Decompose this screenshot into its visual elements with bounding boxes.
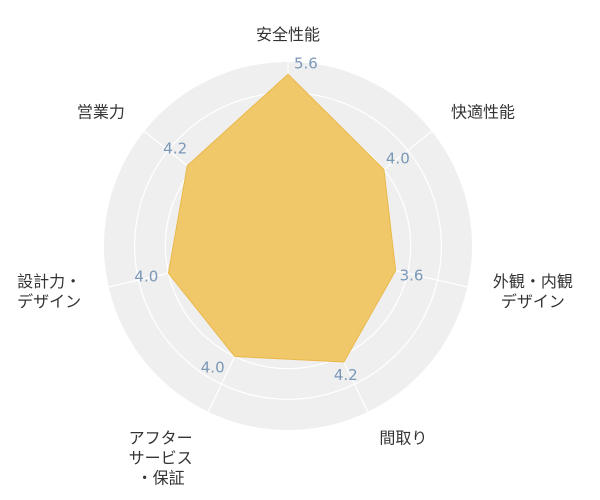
axis-label-line: サービス: [129, 449, 193, 468]
axis-label-line: 設計力・: [17, 272, 81, 291]
value-label: 4.2: [163, 140, 187, 158]
axis-label-line: アフター: [129, 429, 193, 448]
axis-label-line: ・保証: [137, 469, 185, 488]
data-area: [167, 73, 397, 363]
axis-label-line: デザイン: [501, 292, 565, 311]
axis-label-line: 外観・内観: [493, 272, 573, 291]
axis-label-line: 快適性能: [451, 103, 515, 122]
axis-label: アフターサービス・保証: [129, 429, 193, 488]
axis-label-line: 間取り: [379, 429, 427, 448]
axis-label-line: 安全性能: [256, 25, 320, 44]
value-label: 4.0: [201, 359, 225, 377]
axis-label: 安全性能: [256, 25, 320, 44]
axis-label: 快適性能: [451, 103, 515, 122]
axis-label: 間取り: [379, 429, 427, 448]
value-label: 3.6: [400, 267, 424, 285]
value-label: 4.0: [386, 150, 410, 168]
value-label: 4.0: [134, 267, 158, 285]
axis-label: 設計力・デザイン: [17, 272, 81, 311]
axis-label-line: デザイン: [17, 292, 81, 311]
axis-label-line: 営業力: [77, 103, 125, 122]
axis-label: 営業力: [77, 103, 125, 122]
value-label: 4.2: [334, 366, 358, 384]
value-label: 5.6: [294, 54, 318, 72]
axis-labels: 安全性能快適性能外観・内観デザイン間取りアフターサービス・保証設計力・デザイン営…: [17, 25, 573, 488]
value-labels: 5.6 4.0 3.6 4.2 4.0 4.0 4.2: [134, 54, 423, 384]
axis-label: 外観・内観デザイン: [493, 272, 573, 311]
